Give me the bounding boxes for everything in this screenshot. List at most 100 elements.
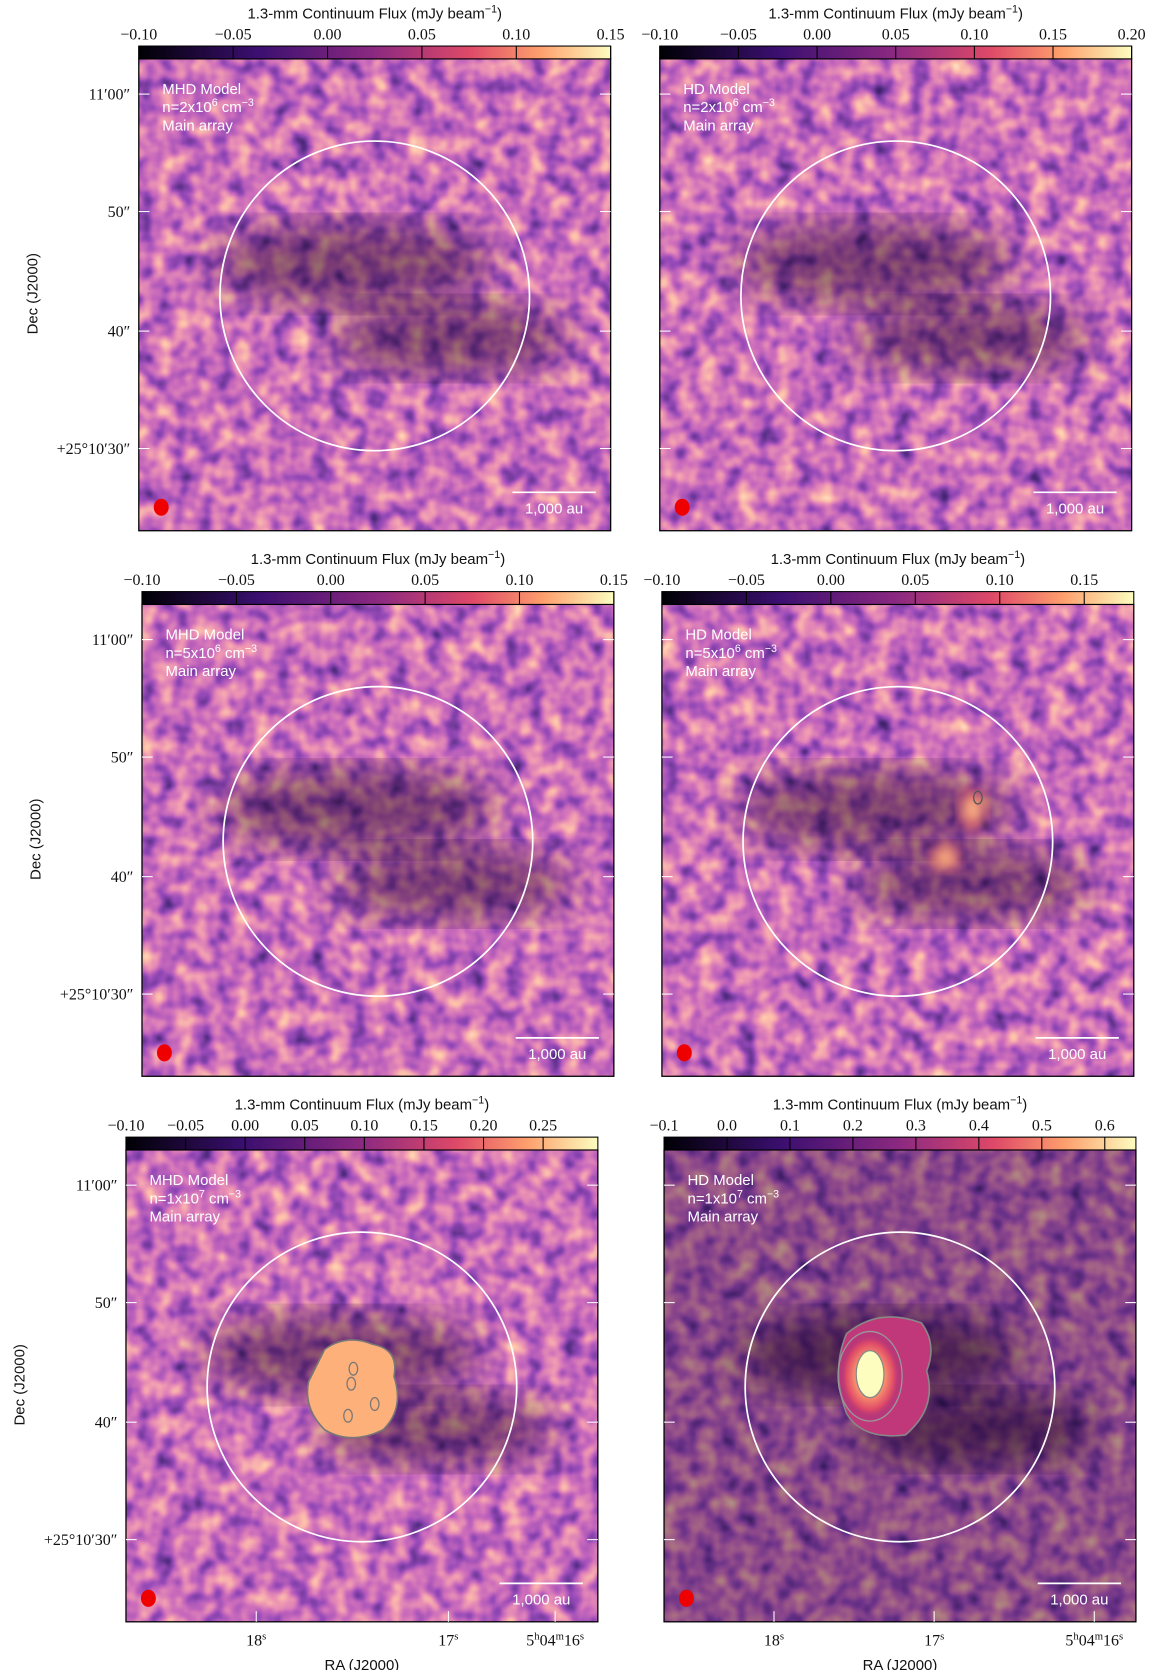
scale-label: 1,000 au	[1048, 1046, 1106, 1063]
field-circle	[219, 140, 531, 452]
colorbar-tick-label: 0.00	[803, 27, 831, 44]
y-tick-label: 11′00″	[92, 632, 134, 649]
density-label-part: n=1x10	[688, 1190, 737, 1207]
density-label-part: n=2x10	[162, 99, 211, 116]
emission	[928, 842, 963, 873]
colorbar-tick-label: −0.10	[107, 1118, 144, 1135]
model-label: HD Model	[688, 1172, 754, 1189]
x-tick-label: 18s	[246, 1630, 266, 1649]
x-axis-label: RA (J2000)	[325, 1657, 400, 1670]
colorbar-label-part: −1	[472, 1094, 484, 1106]
x-tick-label-part: m	[1095, 1630, 1104, 1642]
x-tick-label: 18s	[764, 1630, 784, 1649]
colorbar-tick-label: −0.05	[728, 572, 765, 589]
density-label-part: cm	[743, 1190, 767, 1207]
dark-region	[735, 221, 1014, 307]
colorbar-label-part: )	[484, 1096, 489, 1113]
colorbar-tick-label: −0.05	[167, 1118, 204, 1135]
x-tick-label: 5h04m16s	[1065, 1630, 1123, 1649]
colorbar-tick-label: 0.10	[960, 27, 988, 44]
colorbar	[125, 1136, 599, 1151]
x-tick-label-part: h	[1073, 1630, 1079, 1642]
dark-region	[853, 301, 1088, 376]
density-label-part: n=5x10	[685, 645, 734, 662]
x-tick-label-part: 16	[1103, 1632, 1119, 1649]
scale-label: 1,000 au	[512, 1592, 570, 1609]
y-axis-label: Dec (J2000)	[12, 1344, 29, 1425]
colorbar-label-part: 1.3-mm Continuum Flux (mJy beam	[247, 5, 484, 22]
colorbar-tick-label: 0.5	[1032, 1118, 1052, 1135]
colorbar-tick-label: −0.05	[720, 27, 757, 44]
y-tick-label: 40″	[95, 1415, 118, 1432]
colorbar	[663, 1136, 1137, 1151]
model-label: HD Model	[685, 627, 751, 644]
scale-label: 1,000 au	[525, 501, 583, 518]
colorbar-label: 1.3-mm Continuum Flux (mJy beam−1)	[235, 1094, 490, 1113]
colorbar-label-part: −1	[1010, 1094, 1022, 1106]
dark-region	[335, 846, 571, 922]
contour	[369, 1396, 380, 1412]
colorbar-label-part: )	[500, 551, 505, 568]
x-tick-label-part: 18	[764, 1632, 780, 1649]
y-tick-label: +25°10′30″	[60, 986, 134, 1003]
colorbar-label-part: 1.3-mm Continuum Flux (mJy beam	[235, 1096, 472, 1113]
emission	[855, 1350, 885, 1399]
colorbar-label-part: 1.3-mm Continuum Flux (mJy beam	[771, 551, 1008, 568]
y-tick-label: 50″	[111, 749, 134, 766]
colorbar-tick-label: 0.05	[408, 27, 436, 44]
y-tick-label: 11′00″	[89, 86, 131, 103]
density-label-part: 7	[199, 1188, 205, 1200]
density-label-part: 6	[735, 643, 741, 655]
colorbar-label: 1.3-mm Continuum Flux (mJy beam−1)	[768, 3, 1023, 22]
y-axis-label: Dec (J2000)	[28, 799, 45, 880]
emission	[957, 785, 988, 833]
colorbar-label-part: )	[497, 5, 502, 22]
x-tick-label: 17s	[924, 1630, 944, 1649]
density-label-part: cm	[741, 645, 765, 662]
colorbar-label: 1.3-mm Continuum Flux (mJy beam−1)	[247, 3, 502, 22]
x-tick-label-part: 17	[924, 1632, 940, 1649]
colorbar-tick-label: 0.20	[470, 1118, 498, 1135]
colorbar-tick-label: −0.10	[123, 572, 160, 589]
colorbar-tick-label: 0.25	[529, 1118, 557, 1135]
field-circle	[206, 1231, 518, 1543]
density-label: n=1x107 cm−3	[149, 1188, 241, 1207]
model-label: MHD Model	[165, 627, 244, 644]
colorbar-tick-label: 0.6	[1095, 1118, 1115, 1135]
dark-region	[332, 301, 567, 376]
array-label: Main array	[149, 1208, 220, 1225]
field-circle	[742, 685, 1054, 998]
density-label-part: cm	[739, 99, 763, 116]
colorbar-tick-label: 0.00	[317, 572, 345, 589]
y-tick-label: +25°10′30″	[57, 441, 131, 458]
colorbar-tick-label: 0.0	[717, 1118, 737, 1135]
contour	[346, 1376, 357, 1391]
dark-region	[214, 221, 493, 307]
field-circle	[222, 685, 534, 998]
density-label-part: 7	[737, 1188, 743, 1200]
y-tick-label: 40″	[111, 869, 134, 886]
density-label: n=2x106 cm−3	[162, 97, 254, 116]
colorbar-tick-label: 0.05	[411, 572, 439, 589]
density-label: n=1x107 cm−3	[688, 1188, 780, 1207]
colorbar-label-part: )	[1022, 1096, 1027, 1113]
colorbar-tick-label: 0.10	[350, 1118, 378, 1135]
colorbar-tick-label: 0.00	[314, 27, 342, 44]
colorbar-tick-label: 0.15	[600, 572, 628, 589]
colorbar-label-part: 1.3-mm Continuum Flux (mJy beam	[773, 1096, 1010, 1113]
model-label: MHD Model	[149, 1172, 228, 1189]
colorbar-tick-label: 0.15	[1070, 572, 1098, 589]
array-label: Main array	[685, 663, 756, 680]
colorbar-label-part: )	[1020, 551, 1025, 568]
emission	[306, 1339, 399, 1439]
beam	[156, 1044, 172, 1062]
colorbar	[661, 591, 1135, 605]
beam	[678, 1589, 694, 1607]
contour	[973, 790, 983, 805]
